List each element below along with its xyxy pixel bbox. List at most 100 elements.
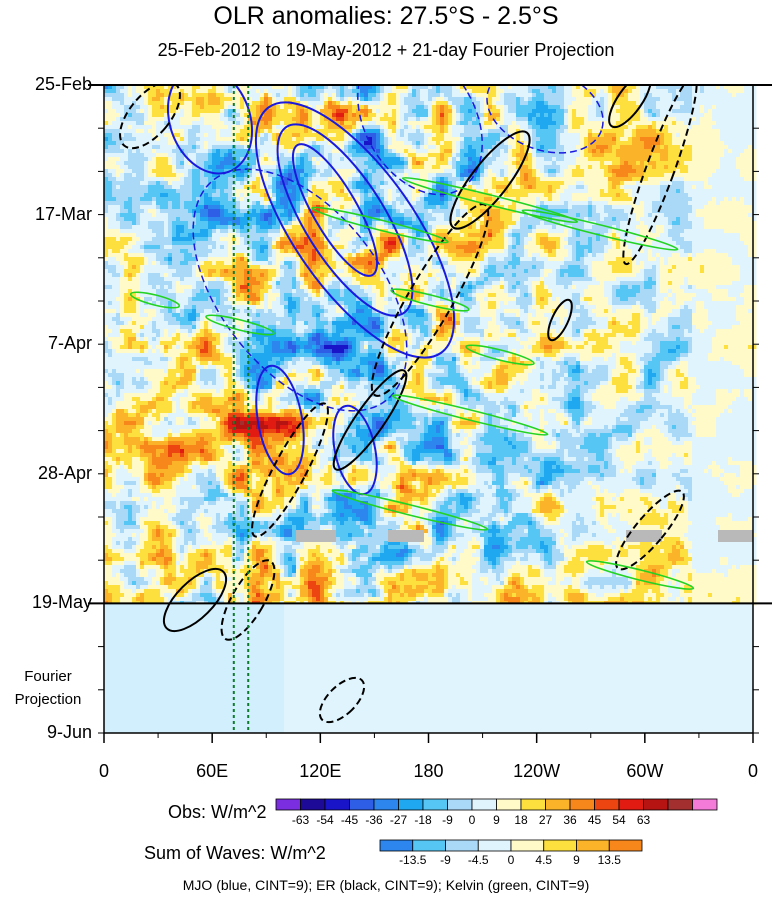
projection-label-line2: Projection: [0, 691, 96, 708]
colorbar-label: 45: [580, 813, 610, 827]
colorbar-box: [496, 798, 522, 811]
wave-contour: [254, 101, 456, 359]
y-tick-label: 28-Apr: [0, 463, 92, 484]
colorbar-label: 63: [629, 813, 659, 827]
colorbar-box: [608, 839, 643, 852]
chart-title: OLR anomalies: 27.5°S - 2.5°S: [0, 2, 772, 31]
colorbar-box: [477, 839, 512, 852]
x-tick-label: 120W: [507, 761, 567, 782]
colorbar-box: [373, 798, 399, 811]
colorbar-label: 9: [562, 853, 592, 867]
wave-legend-note: MJO (blue, CINT=9); ER (black, CINT=9); …: [0, 877, 772, 893]
x-tick-label: 120E: [290, 761, 350, 782]
colorbar-label: -45: [335, 813, 365, 827]
colorbar-label: 4.5: [529, 853, 559, 867]
colorbar-label: -63: [286, 813, 316, 827]
tick-marks: [98, 84, 759, 743]
kelvin-contour: [521, 209, 679, 251]
colorbar-label: 36: [555, 813, 585, 827]
colorbar-box: [471, 798, 497, 811]
x-tick-label: 180: [399, 761, 459, 782]
missing-data-patch: [296, 530, 336, 542]
wave-contour: [357, 85, 483, 196]
colorbar-box: [510, 839, 545, 852]
kelvin-contour: [311, 206, 449, 244]
wave-contour: [276, 123, 414, 317]
colorbar-label: -54: [310, 813, 340, 827]
chart-subtitle: 25-Feb-2012 to 19-May-2012 + 21-day Four…: [0, 40, 772, 61]
colorbar-box: [300, 798, 326, 811]
y-tick-label: 9-Jun: [0, 722, 92, 743]
colorbar-label: 13.5: [594, 853, 624, 867]
kelvin-contour: [401, 176, 579, 224]
wave-contour: [255, 364, 305, 476]
wave-contour: [486, 85, 604, 154]
colorbar-box: [692, 798, 718, 811]
missing-data-patch: [626, 530, 662, 542]
colorbar-label: -18: [408, 813, 438, 827]
colorbar-box: [594, 798, 620, 811]
colorbar-label: 0: [457, 813, 487, 827]
colorbar-label: -36: [359, 813, 389, 827]
colorbar-label: 18: [506, 813, 536, 827]
colorbar-box: [422, 798, 448, 811]
colorbar-box: [569, 798, 595, 811]
colorbar-label: 27: [531, 813, 561, 827]
x-tick-label: 0: [723, 761, 772, 782]
colorbar-box: [445, 839, 479, 852]
y-tick-label: 17-Mar: [0, 204, 92, 225]
wave-contour: [608, 85, 652, 129]
wave-contour: [449, 130, 531, 230]
colorbar-box: [447, 798, 473, 811]
kelvin-contour: [585, 560, 695, 590]
colorbar-label: -13.5: [398, 853, 428, 867]
wave-contours: [119, 85, 698, 733]
colorbar-label: 54: [604, 813, 634, 827]
colorbar-box: [275, 798, 301, 811]
kelvin-contour: [331, 489, 489, 531]
colorbars: [275, 798, 718, 852]
colorbar-label: -9: [431, 853, 461, 867]
wave-contour: [251, 402, 329, 538]
colorbar-label: -9: [433, 813, 463, 827]
wave-contour: [166, 85, 254, 175]
colorbar-box: [349, 798, 375, 811]
waves-colorbar-title: Sum of Waves: W/m^2: [144, 843, 326, 864]
kelvin-contour: [465, 344, 535, 366]
colorbar-box: [520, 798, 546, 811]
colorbar-box: [667, 798, 693, 811]
obs-colorbar-title: Obs: W/m^2: [168, 802, 266, 823]
colorbar-box: [324, 798, 350, 811]
wave-contour: [622, 85, 698, 266]
missing-data-patch: [388, 530, 424, 542]
colorbar-box: [543, 839, 577, 852]
kelvin-contour: [391, 394, 549, 436]
y-tick-label: 25-Feb: [0, 74, 92, 95]
x-tick-label: 60W: [615, 761, 675, 782]
colorbar-box: [379, 839, 414, 852]
colorbar-label: 9: [482, 813, 512, 827]
missing-data-patch: [718, 530, 753, 542]
colorbar-box: [412, 839, 446, 852]
wave-contour: [370, 203, 490, 397]
wave-contour: [318, 676, 366, 724]
colorbar-box: [545, 798, 571, 811]
kelvin-contour: [205, 314, 275, 336]
x-tick-label: 0: [74, 761, 134, 782]
wave-contour: [615, 489, 685, 571]
x-tick-label: 60E: [182, 761, 242, 782]
wave-contour: [192, 168, 408, 412]
kelvin-contour: [129, 291, 181, 309]
wave-contour: [119, 85, 181, 150]
colorbar-box: [576, 839, 610, 852]
y-tick-label: 19-May: [0, 592, 92, 613]
wave-contour: [547, 298, 573, 342]
colorbar-label: -27: [384, 813, 414, 827]
colorbar-label: -4.5: [463, 853, 493, 867]
y-tick-label: 7-Apr: [0, 333, 92, 354]
colorbar-box: [398, 798, 424, 811]
wave-contour: [162, 567, 228, 633]
colorbar-label: 0: [496, 853, 526, 867]
projection-label-line1: Fourier: [0, 668, 96, 685]
